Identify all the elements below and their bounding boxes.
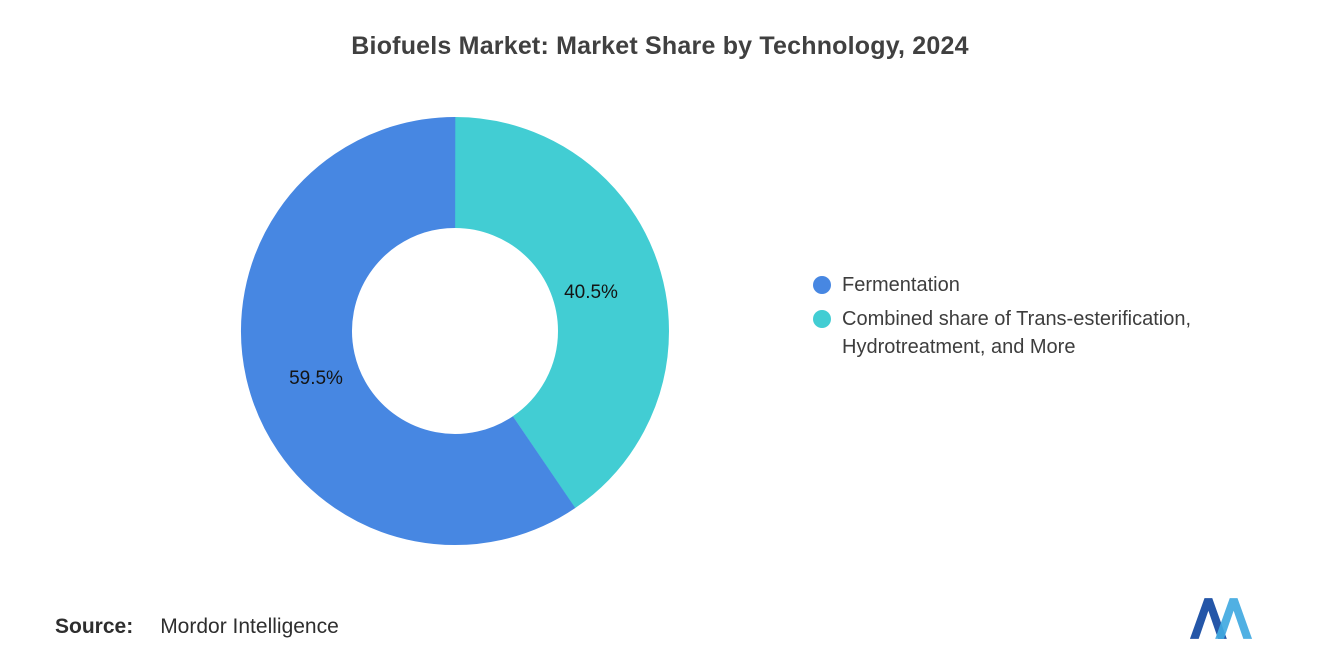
source-label: Source: — [55, 615, 134, 638]
donut-chart: 59.5% 40.5% — [240, 116, 670, 546]
legend-dot-icon — [813, 310, 831, 328]
donut-chart-svg — [241, 117, 669, 545]
legend-dot-icon — [813, 276, 831, 294]
logo-left-peak — [1189, 598, 1227, 639]
donut-slice — [241, 117, 669, 545]
legend-item-combined: Combined share of Trans-esterification, … — [813, 305, 1283, 361]
legend-item-fermentation: Fermentation — [813, 271, 1283, 299]
source-value: Mordor Intelligence — [160, 615, 339, 638]
mordor-intelligence-logo-icon — [1188, 596, 1254, 641]
page-title: Biofuels Market: Market Share by Technol… — [351, 32, 969, 60]
source-line: Source: Mordor Intelligence — [55, 615, 339, 639]
slice-label-fermentation: 59.5% — [289, 368, 343, 389]
slice-label-combined: 40.5% — [564, 282, 618, 303]
legend-label: Fermentation — [842, 274, 960, 296]
legend: Fermentation Combined share of Trans-est… — [813, 271, 1283, 367]
logo-right-peak — [1215, 598, 1253, 639]
legend-label: Combined share of Trans-esterification, … — [842, 308, 1192, 358]
